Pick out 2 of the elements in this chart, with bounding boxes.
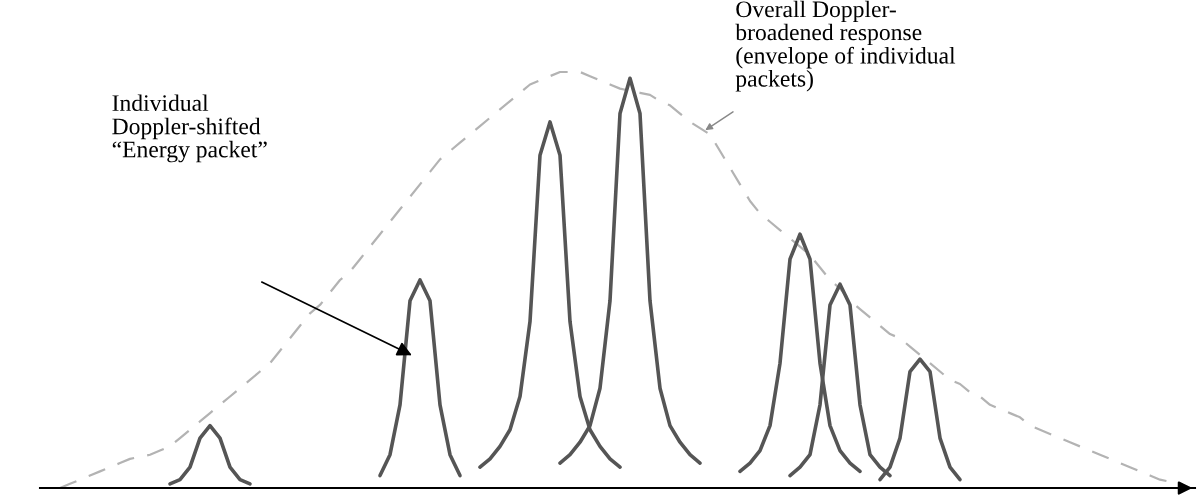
annotation: Overall Doppler- broadened response (envelope of individual packets) bbox=[735, 0, 956, 92]
annotation: Individual Doppler-shifted “Energy packet” bbox=[112, 94, 267, 163]
